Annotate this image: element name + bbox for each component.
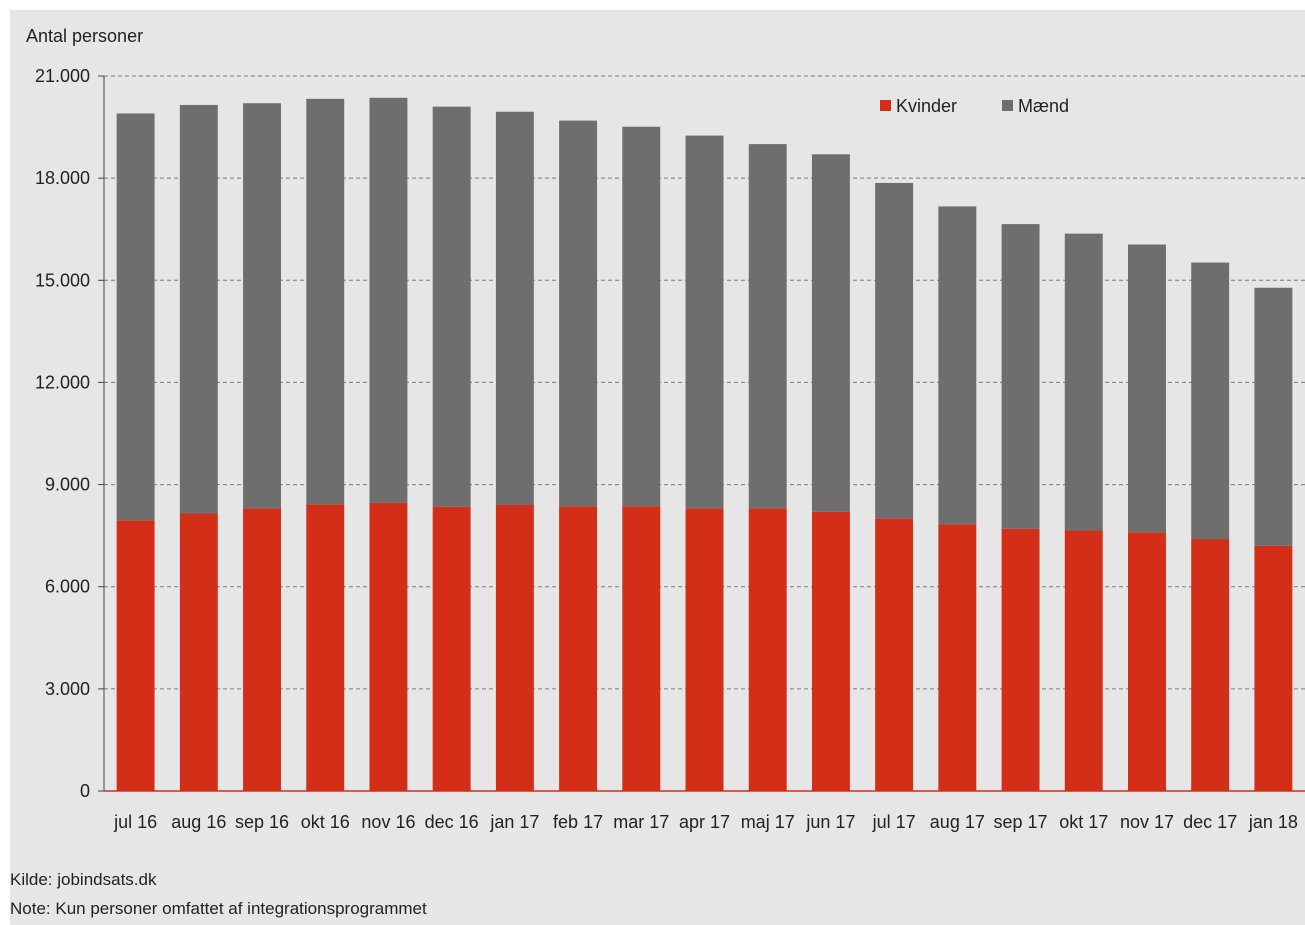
y-tick-label: 0 (80, 781, 90, 801)
x-tick-label: sep 17 (994, 812, 1048, 832)
x-tick-label: nov 17 (1120, 812, 1174, 832)
y-tick-label: 18.000 (35, 168, 90, 188)
bar-kvinder (1191, 539, 1230, 791)
y-axis-title: Antal personer (26, 26, 143, 46)
bar-kvinder (1254, 545, 1293, 791)
legend-swatch-kvinder (880, 100, 891, 111)
x-tick-label: maj 17 (741, 812, 795, 832)
x-tick-label: sep 16 (235, 812, 289, 832)
bar-m-nd (811, 154, 850, 512)
bar-m-nd (938, 206, 977, 525)
bar-m-nd (306, 98, 345, 505)
bar-kvinder (243, 508, 281, 791)
bar-m-nd (1064, 233, 1103, 531)
x-tick-label: dec 17 (1183, 812, 1237, 832)
bar-kvinder (1128, 532, 1166, 791)
bar-kvinder (875, 518, 914, 791)
legend-swatch-m-nd (1002, 100, 1013, 111)
x-tick-label: dec 16 (425, 812, 479, 832)
bar-kvinder (306, 504, 345, 791)
bar-m-nd (116, 113, 155, 521)
x-tick-label: jul 17 (872, 812, 916, 832)
x-tick-label: okt 17 (1059, 812, 1108, 832)
bar-m-nd (179, 104, 218, 514)
x-tick-label: aug 17 (930, 812, 985, 832)
bar-m-nd (432, 106, 471, 507)
bar-kvinder (432, 506, 471, 791)
y-tick-label: 15.000 (35, 270, 90, 290)
bar-m-nd (495, 111, 534, 505)
bar-kvinder (938, 524, 977, 791)
x-tick-label: aug 16 (171, 812, 226, 832)
bar-kvinder (369, 502, 408, 791)
bar-m-nd (1254, 287, 1293, 546)
bar-m-nd (1128, 244, 1166, 533)
y-tick-label: 21.000 (35, 66, 90, 86)
bar-m-nd (685, 135, 724, 509)
y-tick-label: 9.000 (45, 475, 90, 495)
x-tick-label: jun 17 (805, 812, 855, 832)
bar-kvinder (622, 506, 661, 791)
bar-kvinder (748, 508, 787, 791)
bar-m-nd (559, 120, 598, 507)
source-note: Kilde: jobindsats.dk (10, 870, 157, 889)
legend-label-kvinder: Kvinder (896, 96, 957, 116)
bar-kvinder (116, 520, 155, 791)
bar-kvinder (1064, 530, 1103, 791)
bar-m-nd (875, 182, 914, 519)
bar-m-nd (1191, 262, 1230, 540)
bar-kvinder (179, 513, 218, 791)
legend: Kvinder Mænd (880, 96, 1069, 116)
x-tick-label: jul 16 (113, 812, 157, 832)
footnote: Note: Kun personer omfattet af integrati… (10, 899, 427, 918)
bar-m-nd (369, 97, 408, 503)
bar-m-nd (243, 103, 281, 509)
chart-panel: Antal personer 0 3.000 6.000 9.000 12.000 15.… (10, 10, 1305, 925)
stacked-bar-chart: Antal personer 0 3.000 6.000 9.000 12.000 15.… (26, 26, 1305, 832)
bar-kvinder (685, 508, 724, 791)
bar-kvinder (811, 511, 850, 791)
y-tick-label: 12.000 (35, 372, 90, 392)
x-tick-label: jan 17 (489, 812, 539, 832)
x-tick-label: mar 17 (613, 812, 669, 832)
x-tick-label: nov 16 (361, 812, 415, 832)
bar-kvinder (559, 506, 598, 791)
bar-m-nd (748, 144, 787, 509)
x-tick-label: feb 17 (553, 812, 603, 832)
bar-kvinder (495, 505, 534, 791)
y-tick-label: 6.000 (45, 577, 90, 597)
bar-m-nd (622, 126, 661, 507)
x-tick-label: okt 16 (301, 812, 350, 832)
x-tick-label: jan 18 (1248, 812, 1298, 832)
x-tick-label: apr 17 (679, 812, 730, 832)
bars (116, 97, 1293, 791)
y-tick-label: 3.000 (45, 679, 90, 699)
axes: 0 3.000 6.000 9.000 12.000 15.000 18.000 21.000… (35, 66, 1305, 832)
bar-m-nd (1001, 224, 1040, 529)
legend-label-m-nd: Mænd (1018, 96, 1069, 116)
bar-kvinder (1001, 528, 1040, 791)
